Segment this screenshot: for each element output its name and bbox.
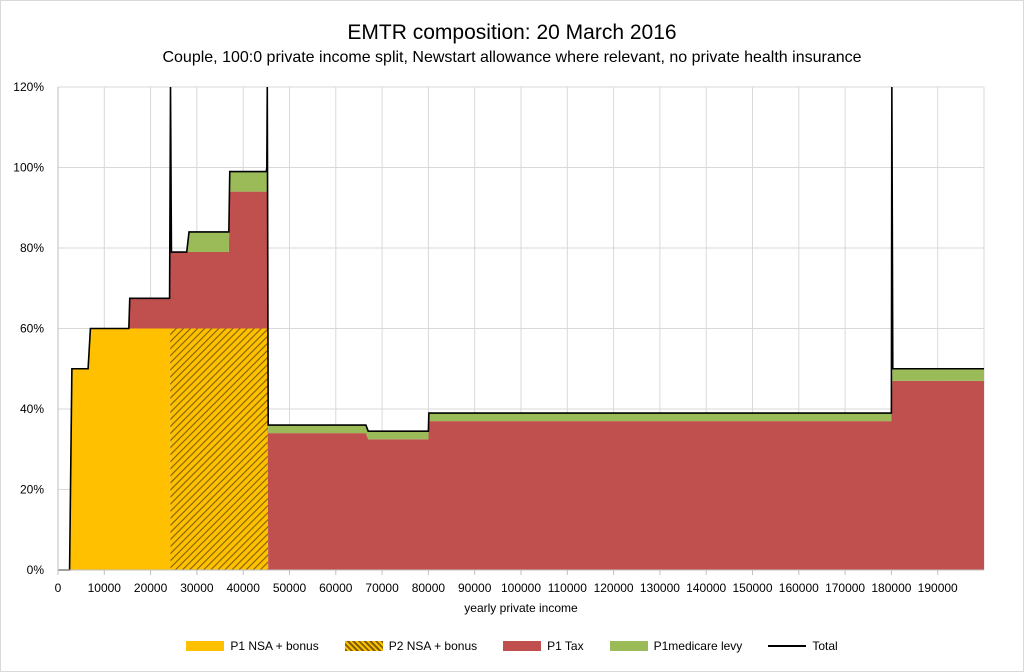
- x-axis-label: yearly private income: [464, 601, 578, 615]
- y-tick-label: 120%: [13, 80, 44, 94]
- x-tick-label: 30000: [180, 581, 214, 595]
- area-series-1: [58, 328, 984, 570]
- x-tick-label: 90000: [458, 581, 492, 595]
- legend-label: P1 Tax: [547, 639, 584, 653]
- x-tick-label: 50000: [273, 581, 307, 595]
- x-tick-label: 40000: [227, 581, 261, 595]
- chart-title: EMTR composition: 20 March 2016: [347, 21, 677, 44]
- x-tick-label: 180000: [871, 581, 911, 595]
- stacked-areas: [58, 171, 984, 570]
- area-series-2: [58, 191, 984, 570]
- area-series-0: [58, 328, 984, 570]
- total-line-layer: [58, 86, 984, 571]
- legend-swatch: [186, 641, 225, 651]
- x-tick-label: 10000: [88, 581, 122, 595]
- legend-label: P1 NSA + bonus: [230, 639, 319, 653]
- x-tick-label: 120000: [594, 581, 634, 595]
- x-tick-label: 160000: [779, 581, 819, 595]
- x-tick-label: 110000: [548, 581, 587, 595]
- chart-subtitle: Couple, 100:0 private income split, News…: [162, 49, 862, 66]
- x-tick-label: 130000: [640, 581, 680, 595]
- axes: 0 10000 20000 30000 40000 50000 60000 70000 8000…: [13, 80, 984, 595]
- x-tick-label: 0: [55, 581, 62, 595]
- legend-label: P2 NSA + bonus: [388, 639, 478, 653]
- legend-item-p2-nsa: P2 NSA + bonus: [344, 639, 478, 653]
- x-tick-label: 170000: [825, 581, 865, 595]
- x-tick-label: 80000: [412, 581, 446, 595]
- legend-item-p1-tax: P1 Tax: [503, 639, 584, 653]
- legend-item-medicare: P1medicare levy: [609, 639, 743, 653]
- legend-item-p1-nsa: P1 NSA + bonus: [186, 639, 319, 653]
- y-tick-label: 40%: [20, 402, 44, 416]
- legend-label: P1medicare levy: [653, 639, 743, 653]
- total-line: [58, 86, 984, 571]
- x-tick-label: 20000: [134, 581, 168, 595]
- x-tick-label: 190000: [918, 581, 958, 595]
- legend-item-total: Total: [768, 639, 838, 653]
- y-tick-label: 20%: [20, 483, 44, 497]
- x-tick-label: 140000: [686, 581, 726, 595]
- legend-swatch: [344, 641, 383, 651]
- legend: P1 NSA + bonus P2 NSA + bonus P1 Tax P1m…: [1, 639, 1023, 653]
- x-tick-label: 150000: [732, 581, 772, 595]
- y-tick-label: 100%: [13, 161, 44, 175]
- y-tick-label: 60%: [20, 322, 44, 336]
- legend-swatch: [503, 641, 542, 651]
- y-tick-label: 0%: [27, 563, 45, 577]
- x-tick-label: 100000: [501, 581, 541, 595]
- x-tick-label: 60000: [319, 581, 353, 595]
- legend-label: Total: [812, 639, 838, 653]
- y-tick-label: 80%: [20, 241, 44, 255]
- legend-swatch: [768, 645, 807, 647]
- legend-swatch: [609, 641, 648, 651]
- x-tick-label: 70000: [365, 581, 399, 595]
